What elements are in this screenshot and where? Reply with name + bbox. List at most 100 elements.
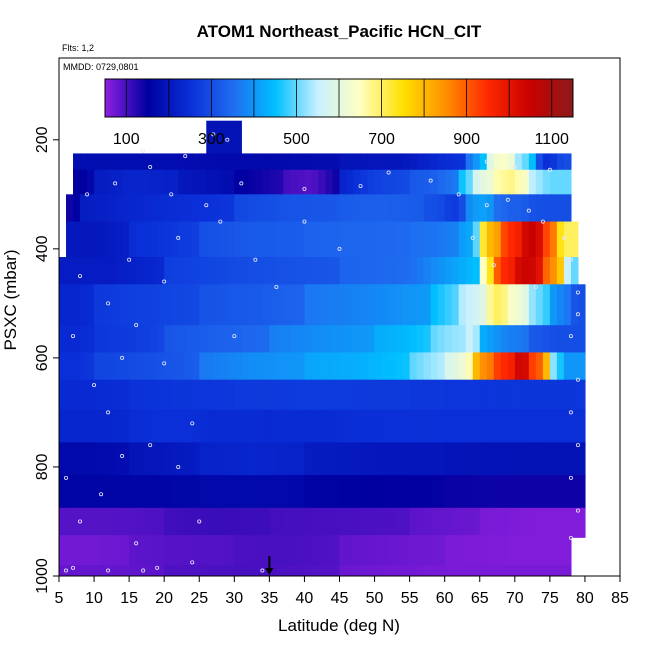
observation-point xyxy=(239,181,244,186)
heatmap-cell xyxy=(486,507,495,538)
heatmap-cell xyxy=(346,257,355,288)
heatmap-cell xyxy=(423,379,432,413)
heatmap-cell xyxy=(206,153,214,176)
heatmap-cell xyxy=(262,153,270,176)
heatmap-cell xyxy=(451,442,460,478)
heatmap-cell xyxy=(87,257,95,288)
heatmap-cell xyxy=(402,221,411,260)
heatmap-cell xyxy=(521,442,530,478)
observation-point xyxy=(260,568,265,573)
heatmap-cell xyxy=(255,379,263,413)
observation-point xyxy=(232,334,237,339)
heatmap-cell xyxy=(185,153,193,176)
heatmap-cell xyxy=(339,379,348,413)
heatmap-cell xyxy=(157,379,165,413)
observation-point xyxy=(92,383,97,388)
x-tick-label: 10 xyxy=(85,590,103,607)
heatmap-cell xyxy=(570,352,579,383)
heatmap-cell xyxy=(66,409,74,446)
heatmap-cell xyxy=(535,221,544,260)
heatmap-cell xyxy=(500,153,509,176)
heatmap-cell xyxy=(213,379,221,413)
heatmap-cell xyxy=(94,507,102,538)
heatmap-cell xyxy=(367,379,376,413)
observation-point xyxy=(148,443,153,448)
observation-point xyxy=(575,312,580,317)
heatmap-cell xyxy=(129,409,137,446)
heatmap-cell xyxy=(199,194,207,225)
heatmap-cell xyxy=(206,169,214,198)
heatmap-cell xyxy=(458,379,467,413)
heatmap-cell xyxy=(304,153,313,176)
heatmap-cell xyxy=(472,379,481,413)
heatmap-cell xyxy=(332,475,341,511)
heatmap-cell xyxy=(416,221,425,260)
heatmap-cell xyxy=(416,325,425,356)
x-tick-label: 5 xyxy=(55,590,64,607)
heatmap-cell xyxy=(374,475,383,511)
heatmap-cell xyxy=(66,475,74,511)
heatmap-cell xyxy=(150,475,158,511)
heatmap-cell xyxy=(108,409,116,446)
heatmap-cell xyxy=(122,221,130,260)
heatmap-cell xyxy=(507,379,516,413)
heatmap-cell xyxy=(395,221,404,260)
heatmap-cell xyxy=(395,194,404,225)
heatmap-cell xyxy=(318,169,327,198)
observation-point xyxy=(155,565,160,570)
heatmap-cell xyxy=(227,475,235,511)
heatmap-cell xyxy=(122,352,130,383)
heatmap-cell xyxy=(367,535,376,568)
heatmap-cell xyxy=(437,409,446,446)
heatmap-cell xyxy=(339,535,348,568)
heatmap-cell xyxy=(101,194,109,225)
observation-point xyxy=(505,197,510,202)
heatmap-cell xyxy=(73,507,81,538)
observation-point xyxy=(225,137,230,142)
heatmap-cell xyxy=(556,153,565,176)
heatmap-cell xyxy=(332,507,341,538)
heatmap-cell xyxy=(262,169,270,198)
heatmap-cell xyxy=(66,257,74,288)
heatmap-cell xyxy=(465,475,474,511)
heatmap-cell xyxy=(157,565,165,576)
heatmap-cell xyxy=(353,535,362,568)
heatmap-cell xyxy=(213,475,221,511)
heatmap-cell xyxy=(437,379,446,413)
heatmap-cell xyxy=(437,284,446,328)
heatmap-cell xyxy=(129,221,137,260)
x-tick-label: 65 xyxy=(471,590,489,607)
heatmap-cell xyxy=(451,221,460,260)
heatmap-cell xyxy=(570,507,579,538)
heatmap-cell xyxy=(339,194,348,225)
heatmap-cell xyxy=(108,475,116,511)
heatmap-cell xyxy=(283,507,292,538)
x-tick-label: 45 xyxy=(331,590,349,607)
heatmap-cell xyxy=(353,442,362,478)
heatmap-cell xyxy=(570,379,579,413)
heatmap-cell xyxy=(353,565,362,576)
heatmap-cell xyxy=(206,194,214,225)
heatmap-cell xyxy=(388,257,397,288)
y-tick-label: 200 xyxy=(34,126,51,153)
heatmap-cell xyxy=(262,221,270,260)
heatmap-cell xyxy=(262,442,270,478)
heatmap-cell xyxy=(514,325,523,356)
heatmap-cell xyxy=(486,221,495,260)
heatmap-cell xyxy=(227,379,235,413)
heatmap-cell xyxy=(332,565,341,576)
heatmap-cell xyxy=(472,169,481,198)
heatmap-cell xyxy=(276,169,284,198)
heatmap-cell xyxy=(409,379,418,413)
heatmap-cell xyxy=(206,284,214,328)
observation-point xyxy=(547,167,552,172)
x-tick-label: 80 xyxy=(576,590,594,607)
heatmap-cell xyxy=(402,169,411,198)
heatmap-cell xyxy=(500,352,509,383)
heatmap-cell xyxy=(353,409,362,446)
heatmap-cell xyxy=(325,169,334,198)
heatmap-cell xyxy=(318,535,327,568)
heatmap-cell xyxy=(528,169,537,198)
heatmap-cell xyxy=(500,535,509,568)
heatmap-cell xyxy=(416,379,425,413)
